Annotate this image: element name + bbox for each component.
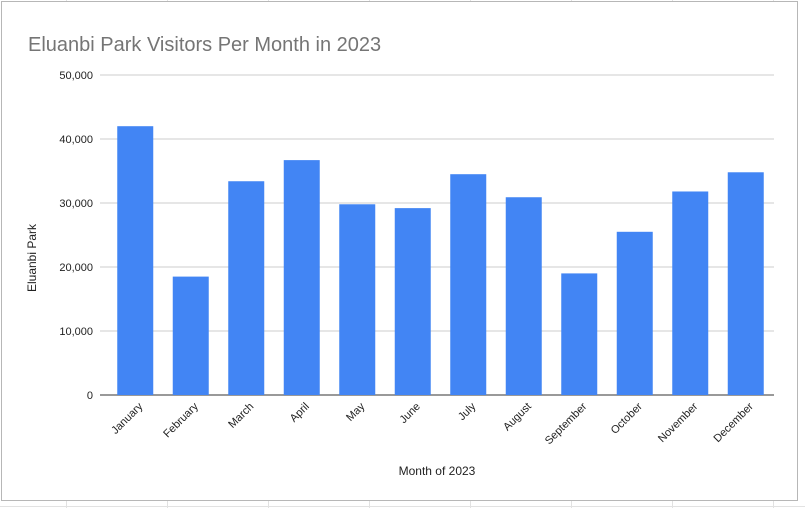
- x-tick-label: April: [288, 401, 312, 425]
- x-tick-label: August: [501, 401, 534, 434]
- bar-april[interactable]: [283, 160, 320, 395]
- x-axis-title: Month of 2023: [399, 464, 476, 478]
- sheet-gridline: [0, 506, 805, 507]
- y-tick-label: 10,000: [59, 326, 93, 338]
- bar-january[interactable]: [117, 126, 154, 395]
- bar-august[interactable]: [505, 197, 542, 395]
- x-tick-label: July: [456, 400, 479, 423]
- bar-march[interactable]: [228, 181, 265, 395]
- y-tick-label: 30,000: [59, 198, 93, 210]
- x-tick-label: February: [161, 400, 201, 440]
- chart-title: Eluanbi Park Visitors Per Month in 2023: [28, 34, 382, 56]
- x-tick-label: November: [656, 400, 701, 445]
- x-tick-label: June: [398, 401, 423, 426]
- x-tick-label: October: [609, 400, 645, 436]
- bar-february[interactable]: [172, 276, 209, 395]
- x-tick-label: December: [712, 400, 757, 445]
- bar-october[interactable]: [616, 231, 653, 395]
- x-tick-label: September: [543, 400, 590, 447]
- x-tick-label: January: [109, 400, 146, 437]
- bar-december[interactable]: [727, 172, 764, 395]
- y-tick-label: 0: [87, 390, 93, 402]
- y-tick-label: 20,000: [59, 262, 93, 274]
- x-tick-label: May: [344, 400, 368, 424]
- y-tick-label: 50,000: [59, 70, 93, 82]
- bar-november[interactable]: [672, 191, 709, 395]
- bar-june[interactable]: [394, 208, 431, 395]
- bar-may[interactable]: [339, 204, 376, 395]
- bar-july[interactable]: [450, 174, 487, 395]
- x-tick-label: March: [226, 401, 256, 431]
- y-tick-label: 40,000: [59, 134, 93, 146]
- bar-september[interactable]: [561, 273, 598, 395]
- y-axis-title: Eluanbi Park: [25, 223, 39, 292]
